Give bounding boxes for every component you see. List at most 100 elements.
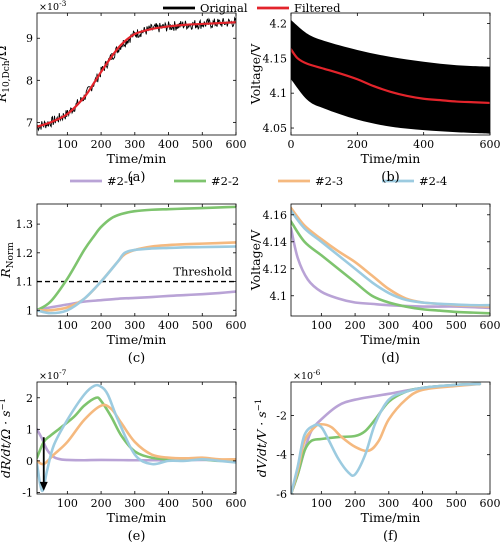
y-tick-label: 1.3 (16, 218, 34, 231)
x-tick-label: 100 (311, 319, 332, 332)
legend-label-2-2: #2-2 (211, 174, 239, 188)
x-tick-label: 400 (412, 319, 433, 332)
x-tick-label: 400 (413, 138, 434, 151)
plot-area-e (37, 383, 236, 493)
x-tick-label: 200 (345, 319, 366, 332)
series-2-2-line (37, 205, 236, 312)
plot-area-f (291, 382, 482, 494)
y-tick-label: 4.16 (263, 209, 288, 222)
axes-box-d (290, 203, 491, 317)
x-tick-label: 500 (446, 319, 467, 332)
panel-d: 100 200 300 400 500 600 4.1 4.12 4.14 4.16 Time/mi… (248, 203, 500, 366)
x-tick-label: 500 (446, 497, 467, 510)
legend-label-filtered: Filtered (294, 1, 341, 15)
x-tick-label: 200 (347, 138, 368, 151)
y-axis-label: R10,Dch/Ω (0, 46, 12, 103)
axes-box-e (36, 381, 237, 495)
x-tick-label: 400 (158, 319, 179, 332)
y-axis-label: dR/dt/Ω · s−1 (0, 398, 13, 478)
y-tick-label: 4.1 (270, 87, 288, 100)
panel-caption: (d) (381, 351, 399, 366)
y-tick-label: 4.05 (263, 122, 288, 135)
panel-f: 100 200 300 400 500 600 -6 -4 -2 Time/min (f) dV/dt… (254, 368, 500, 544)
axis-multiplier: ×10-7 (39, 368, 67, 382)
panel-a: 100 200 300 400 500 600 7 8 9 Time/min (a) R10,Dch/… (0, 0, 247, 185)
y-axis-label: dV/dt/V · s−1 (254, 399, 269, 477)
x-tick-label: 200 (91, 319, 112, 332)
x-tick-label: 200 (345, 497, 366, 510)
plot-area-a (37, 16, 236, 132)
axes-box-f (290, 381, 491, 495)
x-axis-label: Time/min (361, 332, 421, 347)
panel-caption: (a) (128, 170, 146, 185)
x-tick-label: 100 (57, 138, 78, 151)
panel-e: 100 200 300 400 500 600 -1 0 1 2 Time/min (e) dR/dt/… (0, 368, 247, 544)
panel-c: 100 200 300 400 500 600 1 1.1 1.2 1.3 Time/min (c) R… (0, 203, 247, 366)
y-tick-label: 4.14 (263, 236, 288, 249)
series-2-4-line (291, 209, 490, 307)
x-tick-label: 500 (192, 497, 213, 510)
x-tick-label: 400 (158, 138, 179, 151)
series-2-4-line (37, 245, 236, 315)
axis-multiplier: ×10-6 (293, 368, 321, 382)
y-tick-label: 0 (26, 455, 33, 468)
legend-label-2-4: #2-4 (419, 174, 447, 188)
y-tick-label: 1.1 (16, 276, 34, 289)
y-tick-label: 1.2 (16, 247, 34, 260)
y-tick-label: 4.15 (263, 52, 288, 65)
legend-mid: #2-1 #2-2 #2-3 #2-4 (70, 174, 447, 188)
x-tick-label: 300 (124, 319, 145, 332)
series-2-1-line (37, 290, 236, 312)
y-tick-label: 4.1 (270, 290, 288, 303)
y-axis-label: RNorm (0, 242, 16, 279)
panel-caption: (e) (128, 529, 146, 544)
plot-area-b (291, 19, 490, 134)
series-2-2-line (291, 382, 482, 494)
panel-caption: (c) (128, 351, 145, 366)
series-2-2-line (37, 396, 236, 463)
y-axis-label: Voltage/V (248, 43, 263, 105)
series-2-1-line (291, 226, 490, 310)
x-axis-label: Time/min (107, 332, 167, 347)
x-tick-label: 600 (226, 319, 247, 332)
series-2-3-line (37, 403, 236, 466)
y-tick-label: 9 (26, 32, 33, 45)
x-tick-label: 500 (192, 138, 213, 151)
x-tick-label: 400 (158, 497, 179, 510)
series-2-2-line (291, 220, 490, 315)
x-tick-label: 100 (311, 497, 332, 510)
plot-area-d (291, 206, 490, 315)
legend-label-2-1: #2-1 (107, 174, 135, 188)
x-axis-label: Time/min (361, 510, 421, 525)
y-tick-label: 2 (26, 392, 33, 405)
x-tick-label: 200 (91, 497, 112, 510)
axes-box-c (36, 203, 237, 317)
x-tick-label: 600 (226, 497, 247, 510)
x-axis-label: Time/min (361, 151, 421, 166)
y-tick-label: -1 (22, 486, 33, 499)
y-tick-label: -4 (276, 449, 287, 462)
x-tick-label: 300 (124, 497, 145, 510)
threshold-label: Threshold (173, 265, 232, 279)
axes-box-b (290, 12, 491, 136)
y-tick-label: 1 (26, 423, 33, 436)
x-tick-label: 600 (480, 138, 500, 151)
legend-top: Original Filtered (163, 1, 341, 15)
series-2-4-line (291, 382, 482, 494)
x-axis-label: Time/min (107, 151, 167, 166)
x-tick-label: 200 (91, 138, 112, 151)
x-tick-label: 600 (226, 138, 247, 151)
plot-area-c (37, 205, 236, 315)
y-tick-label: 7 (26, 116, 33, 129)
y-tick-label: -6 (276, 488, 287, 501)
y-tick-label: 4.12 (263, 263, 288, 276)
y-tick-label: 8 (26, 74, 33, 87)
series-original-band (291, 19, 490, 134)
x-axis-label: Time/min (107, 510, 167, 525)
y-tick-label: 4.2 (270, 17, 288, 30)
series-2-3-line (291, 382, 482, 494)
series-filtered-line (37, 21, 236, 128)
panel-caption: (b) (381, 170, 399, 185)
panel-b: 0 200 400 600 4.05 4.1 4.15 4.2 Time/min (b) Volta… (248, 12, 500, 185)
